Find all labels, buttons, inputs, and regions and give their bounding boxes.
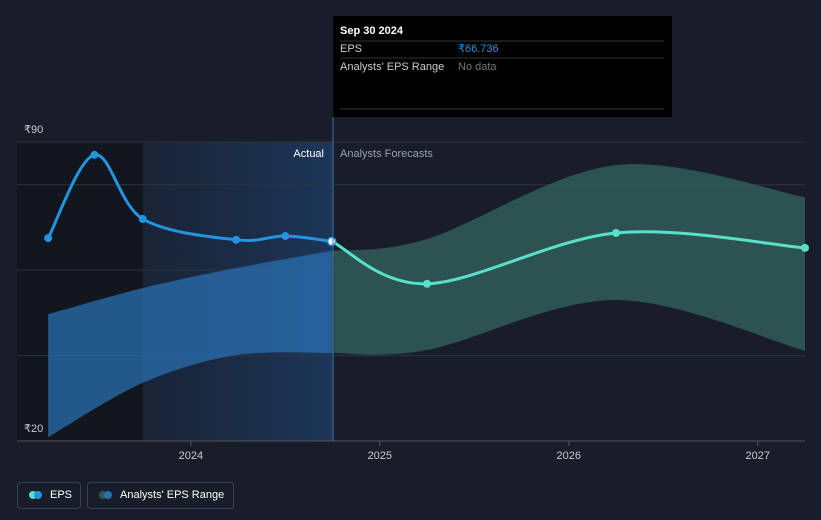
x-tick-label: 2026	[557, 450, 581, 462]
x-tick-label: 2025	[368, 450, 392, 462]
eps-point	[44, 234, 53, 243]
tooltip-label: EPS	[340, 43, 362, 55]
range-band	[331, 164, 805, 355]
tooltip-value: ₹66.736	[458, 43, 499, 55]
x-tick-label: 2024	[179, 450, 203, 462]
legend-button[interactable]	[17, 482, 81, 509]
eps-point	[138, 214, 147, 223]
eps-line	[330, 230, 806, 286]
legend: EPS Analysts' EPS Range	[17, 482, 234, 509]
tooltip-date: Sep 30 2024	[340, 25, 404, 37]
eps-point	[423, 279, 432, 288]
tooltip-label: Analysts' EPS Range	[340, 61, 444, 73]
legend-label: Analysts' EPS Range	[120, 489, 224, 501]
eps-point	[90, 150, 99, 159]
tooltip-value: No data	[458, 61, 497, 73]
legend-label: EPS	[50, 489, 72, 501]
eps-point	[281, 231, 290, 240]
actual-label: Actual	[293, 148, 324, 160]
legend-button[interactable]	[87, 482, 234, 509]
legend-swatch	[104, 491, 112, 499]
eps-point	[326, 236, 337, 247]
y-tick-label: ₹20	[24, 423, 43, 435]
tooltip: Sep 30 2024 EPS ₹66.736 Analysts' EPS Ra…	[333, 16, 672, 117]
eps-point	[801, 243, 809, 252]
legend-swatch	[34, 491, 42, 499]
eps-point	[612, 228, 621, 237]
y-tick-label: ₹90	[24, 124, 43, 136]
forecast-label: Analysts Forecasts	[340, 148, 433, 160]
tooltip-box	[333, 16, 672, 117]
x-tick-label: 2027	[746, 450, 770, 462]
range-band	[48, 250, 332, 438]
eps-point	[232, 235, 241, 244]
